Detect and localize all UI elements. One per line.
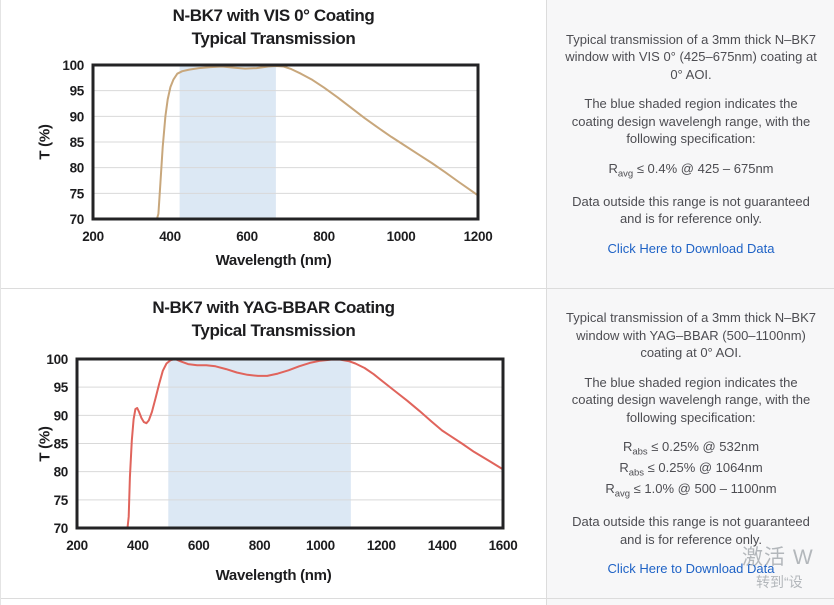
x-tick-label: 1000 <box>306 538 335 553</box>
vis-region-note: The blue shaded region indicates the coa… <box>571 96 811 147</box>
vis-intro-text: Typical transmission of a 3mm thick N–BK… <box>565 31 817 82</box>
yag-disclaimer: Data outside this range is not guarantee… <box>572 514 810 547</box>
yag-region-note: The blue shaded region indicates the coa… <box>571 374 811 425</box>
x-tick-label: 1400 <box>428 538 457 553</box>
y-tick-label: 95 <box>70 84 85 99</box>
yag-description-panel: Typical transmission of a 3mm thick N–BK… <box>547 289 834 598</box>
vis-y-axis-title: T (%) <box>36 124 54 160</box>
y-tick-label: 70 <box>70 212 84 227</box>
y-tick-label: 100 <box>46 352 68 367</box>
x-tick-label: 1000 <box>387 229 416 244</box>
windows-activation-watermark-line2: 转到“设 <box>756 574 803 590</box>
x-tick-label: 600 <box>188 538 210 553</box>
x-tick-label: 800 <box>313 229 335 244</box>
horizontal-divider <box>1 598 834 599</box>
vis-download-data-link[interactable]: Click Here to Download Data <box>607 240 775 256</box>
coating-spec-line: Ravg ≤ 0.4% @ 425 – 675nm <box>608 160 774 180</box>
vis-x-axis-title: Wavelength (nm) <box>215 252 332 269</box>
x-tick-label: 400 <box>127 538 149 553</box>
plot-frame <box>91 63 480 221</box>
x-tick-label: 600 <box>236 229 258 244</box>
x-tick-label: 200 <box>66 538 88 553</box>
plot-frame <box>75 357 505 530</box>
y-tick-label: 80 <box>70 161 84 176</box>
yag-x-axis-title: Wavelength (nm) <box>215 567 332 584</box>
y-tick-label: 90 <box>54 408 68 423</box>
yag-chart-title: N-BK7 with YAG-BBAR Coating <box>152 298 395 317</box>
vertical-divider <box>546 289 547 598</box>
x-tick-label: 1200 <box>367 538 396 553</box>
yag-chart-panel: N-BK7 with YAG-BBAR Coating Typical Tran… <box>1 289 546 598</box>
x-tick-label: 200 <box>82 229 104 244</box>
y-tick-label: 90 <box>70 109 84 124</box>
y-tick-label: 80 <box>54 465 68 480</box>
y-tick-label: 75 <box>70 186 85 201</box>
coating-spec-line: Rabs ≤ 0.25% @ 532nm <box>622 439 760 459</box>
y-tick-label: 70 <box>54 521 68 536</box>
transmission-curve <box>126 358 504 529</box>
x-tick-label: 1200 <box>464 229 493 244</box>
yag-spec-block: Rabs ≤ 0.25% @ 532nm Rabs ≤ 0.25% @ 1064n… <box>605 438 776 501</box>
vis-spec-block: Ravg ≤ 0.4% @ 425 – 675nm <box>608 160 773 181</box>
y-tick-label: 100 <box>62 58 84 73</box>
horizontal-divider <box>1 288 834 289</box>
vertical-divider <box>546 0 547 288</box>
coating-spec-line: Ravg ≤ 1.0% @ 500 – 1100nm <box>605 481 777 500</box>
x-tick-label: 1600 <box>489 538 518 553</box>
y-tick-label: 95 <box>54 380 69 395</box>
yag-y-axis-title: T (%) <box>36 426 54 462</box>
y-tick-label: 85 <box>70 135 85 150</box>
y-tick-label: 75 <box>54 493 69 508</box>
yag-transmission-chart: 200 400 600 800 1000 1200 1400 1600 70 75 80 85 90 95… <box>46 352 518 553</box>
yag-intro-text: Typical transmission of a 3mm thick N–BK… <box>566 310 816 361</box>
vis-chart-title: N-BK7 with VIS 0° Coating <box>172 6 375 25</box>
yag-chart-subtitle: Typical Transmission <box>191 321 356 340</box>
yag-download-data-link[interactable]: Click Here to Download Data <box>607 561 775 577</box>
x-tick-label: 400 <box>159 229 181 244</box>
coating-spec-line: Rabs ≤ 0.25% @ 1064nm <box>619 460 763 479</box>
bottom-strip-left <box>1 599 546 605</box>
y-tick-label: 85 <box>54 437 69 452</box>
vis-chart-subtitle: Typical Transmission <box>191 29 356 48</box>
vis-disclaimer: Data outside this range is not guarantee… <box>572 193 810 227</box>
x-tick-label: 800 <box>249 538 271 553</box>
vis-transmission-chart: 200 400 600 800 1000 1200 70 75 80 85 90 95 100 <box>62 58 493 244</box>
vis-chart-panel: N-BK7 with VIS 0° Coating Typical Transm… <box>1 0 546 288</box>
bottom-strip-right <box>547 599 834 605</box>
windows-activation-watermark-line1: 激活 W <box>742 546 814 569</box>
vis-description-panel: Typical transmission of a 3mm thick N–BK… <box>547 0 834 288</box>
vertical-divider <box>546 599 547 605</box>
